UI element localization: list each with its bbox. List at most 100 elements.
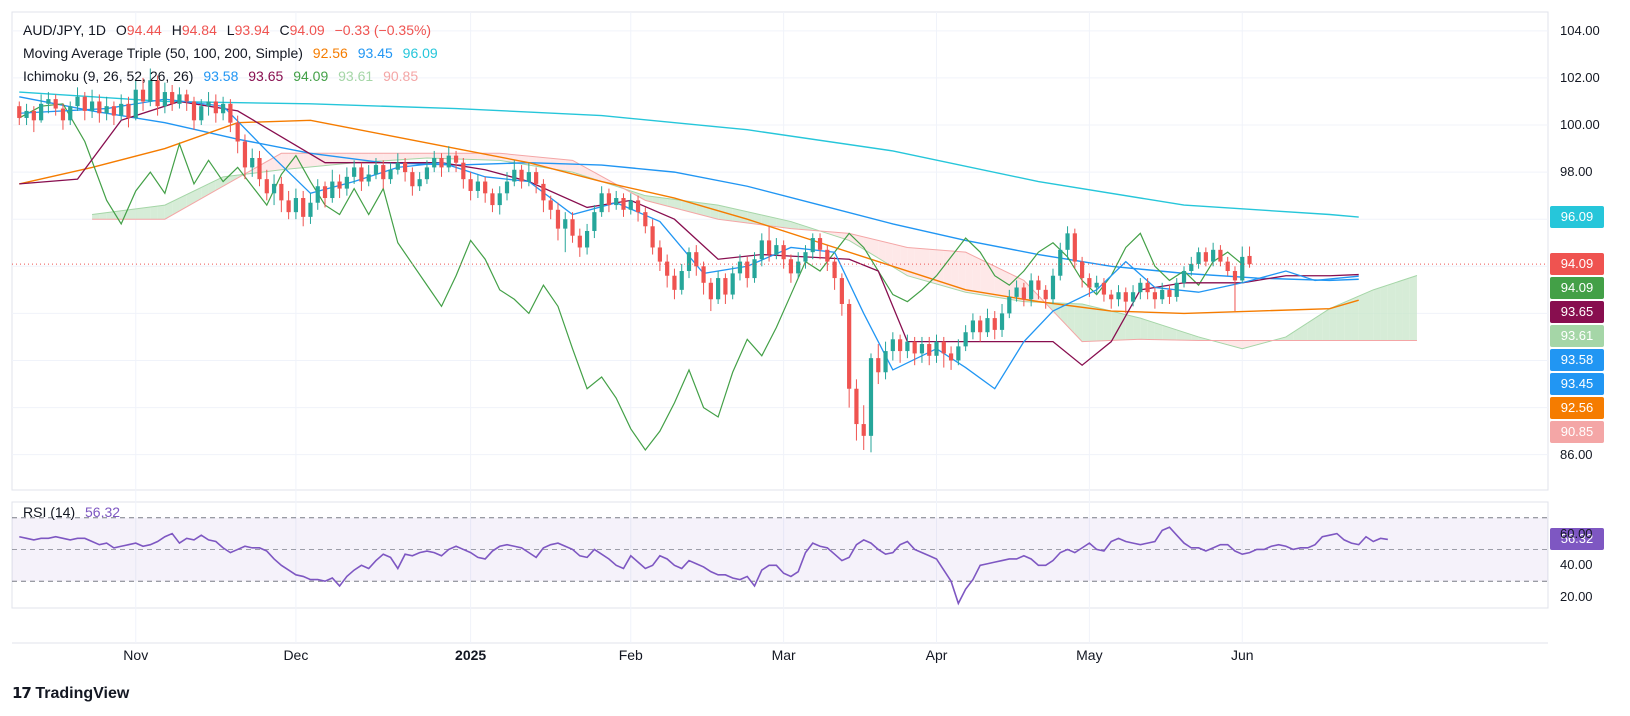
candle-body: [599, 193, 604, 213]
candle-body: [322, 186, 328, 199]
rsi-tick-label: 60.00: [1560, 525, 1593, 541]
tradingview-logo[interactable]: 𝟭𝟳 TradingView: [12, 684, 129, 703]
ichimoku-cloud-bullish: [1293, 327, 1301, 341]
ma-legend-label[interactable]: Moving Average Triple (50, 100, 200, Sim…: [23, 45, 303, 61]
ichimoku-cloud-bearish: [303, 153, 311, 168]
candle-body: [271, 183, 277, 194]
candle-body: [861, 424, 866, 436]
ichimoku-cloud-bullish: [1373, 287, 1381, 341]
ichimoku-cloud-bearish: [878, 240, 886, 263]
ma50-line: [19, 119, 1359, 315]
ichimoku-cloud-bearish: [434, 153, 442, 159]
candle-body: [847, 303, 852, 389]
ichimoku-cloud-bullish: [1344, 299, 1352, 341]
candle-body: [1240, 256, 1245, 281]
candle-body: [1189, 263, 1194, 272]
candle-body: [876, 358, 881, 373]
lead-b-value: 90.85: [383, 68, 419, 84]
candle-body: [235, 122, 240, 142]
ichimoku-cloud-bullish: [135, 207, 144, 220]
ichimoku-cloud-bullish: [1300, 322, 1308, 341]
candle-body: [526, 172, 531, 182]
candle-body: [468, 179, 473, 191]
candle-body: [75, 96, 80, 107]
ma50-value: 92.56: [312, 45, 348, 61]
low-value: L93.94: [226, 22, 270, 38]
ichimoku-cloud-bullish: [1351, 296, 1359, 341]
ma100-value: 93.45: [357, 45, 393, 61]
candle-body: [890, 339, 895, 352]
candle-body: [359, 167, 364, 182]
ma200-line: [19, 91, 1359, 218]
candle-body: [1014, 287, 1019, 297]
candle-body: [1116, 292, 1121, 300]
candle-body: [1203, 252, 1208, 262]
candle-body: [701, 266, 706, 283]
ichimoku-cloud-bearish: [390, 153, 398, 161]
candle-body: [817, 238, 823, 250]
candle-body: [264, 179, 269, 194]
candle-body: [679, 271, 684, 290]
ichimoku-cloud-bullish: [1358, 292, 1367, 341]
ichimoku-cloud-bearish: [929, 249, 937, 284]
ichimoku-cloud-bearish: [317, 153, 326, 167]
ichimoku-cloud-bearish: [980, 259, 988, 296]
ichimoku-cloud-bearish: [834, 232, 842, 239]
candle-body: [461, 162, 466, 180]
candle-body: [497, 193, 502, 206]
ichimoku-cloud-bearish: [565, 159, 573, 173]
price-badge: 96.09: [1550, 206, 1604, 229]
ichimoku-cloud-bearish: [594, 172, 602, 182]
candle-body: [191, 101, 197, 121]
candle-body: [228, 103, 233, 123]
candle-body: [381, 165, 386, 180]
symbol-label[interactable]: AUD/JPY, 1D: [23, 22, 106, 38]
candle-body: [162, 92, 167, 107]
ichimoku-cloud-bullish: [150, 206, 158, 220]
candle-body: [970, 320, 976, 333]
ichimoku-cloud-bearish: [900, 245, 908, 276]
candle-body: [774, 245, 779, 255]
time-tick-label: Apr: [925, 647, 948, 663]
candle-body: [1021, 287, 1026, 300]
candle-body: [999, 313, 1005, 330]
candle-body: [126, 103, 131, 118]
candle-body: [242, 141, 248, 168]
ichimoku-cloud-bearish: [921, 248, 930, 282]
ichimoku-legend-label[interactable]: Ichimoku (9, 26, 52, 26, 26): [23, 68, 194, 84]
tradingview-brand: TradingView: [35, 685, 130, 702]
ichimoku-cloud-bullish: [128, 208, 136, 220]
candle-body: [978, 320, 983, 333]
candle-body: [308, 202, 313, 217]
candle-body: [82, 96, 87, 111]
candle-body: [504, 181, 510, 194]
price-badge: 93.65: [1550, 301, 1604, 324]
candle-body: [89, 101, 95, 111]
candle-body: [694, 252, 699, 267]
candle-body: [424, 167, 430, 180]
ichimoku-cloud-bullish: [186, 190, 194, 207]
candle-body: [1050, 275, 1056, 300]
ichimoku-cloud-bearish: [849, 233, 857, 245]
price-badge: 93.61: [1550, 325, 1604, 348]
candle-body: [155, 80, 160, 107]
ichimoku-cloud-bullish: [1366, 289, 1374, 341]
candle-body: [1196, 252, 1201, 264]
candle-body: [352, 167, 357, 177]
rsi-legend-label[interactable]: RSI (14): [23, 504, 76, 520]
candle-body: [592, 212, 597, 231]
candle-body: [570, 219, 575, 236]
candle-body: [402, 162, 408, 173]
candle-body: [301, 198, 306, 217]
ichimoku-cloud-bullish: [1074, 303, 1083, 342]
candle-body: [657, 247, 662, 262]
ichimoku-cloud-bearish: [1242, 340, 1250, 349]
ichimoku-cloud-bearish: [339, 153, 347, 165]
ichimoku-cloud-bearish: [557, 158, 566, 171]
ichimoku-cloud-bearish: [587, 168, 595, 180]
candle-body: [213, 101, 218, 114]
ichimoku-cloud-bullish: [1096, 307, 1104, 342]
candle-body: [1247, 255, 1252, 265]
candle-body: [548, 200, 553, 210]
